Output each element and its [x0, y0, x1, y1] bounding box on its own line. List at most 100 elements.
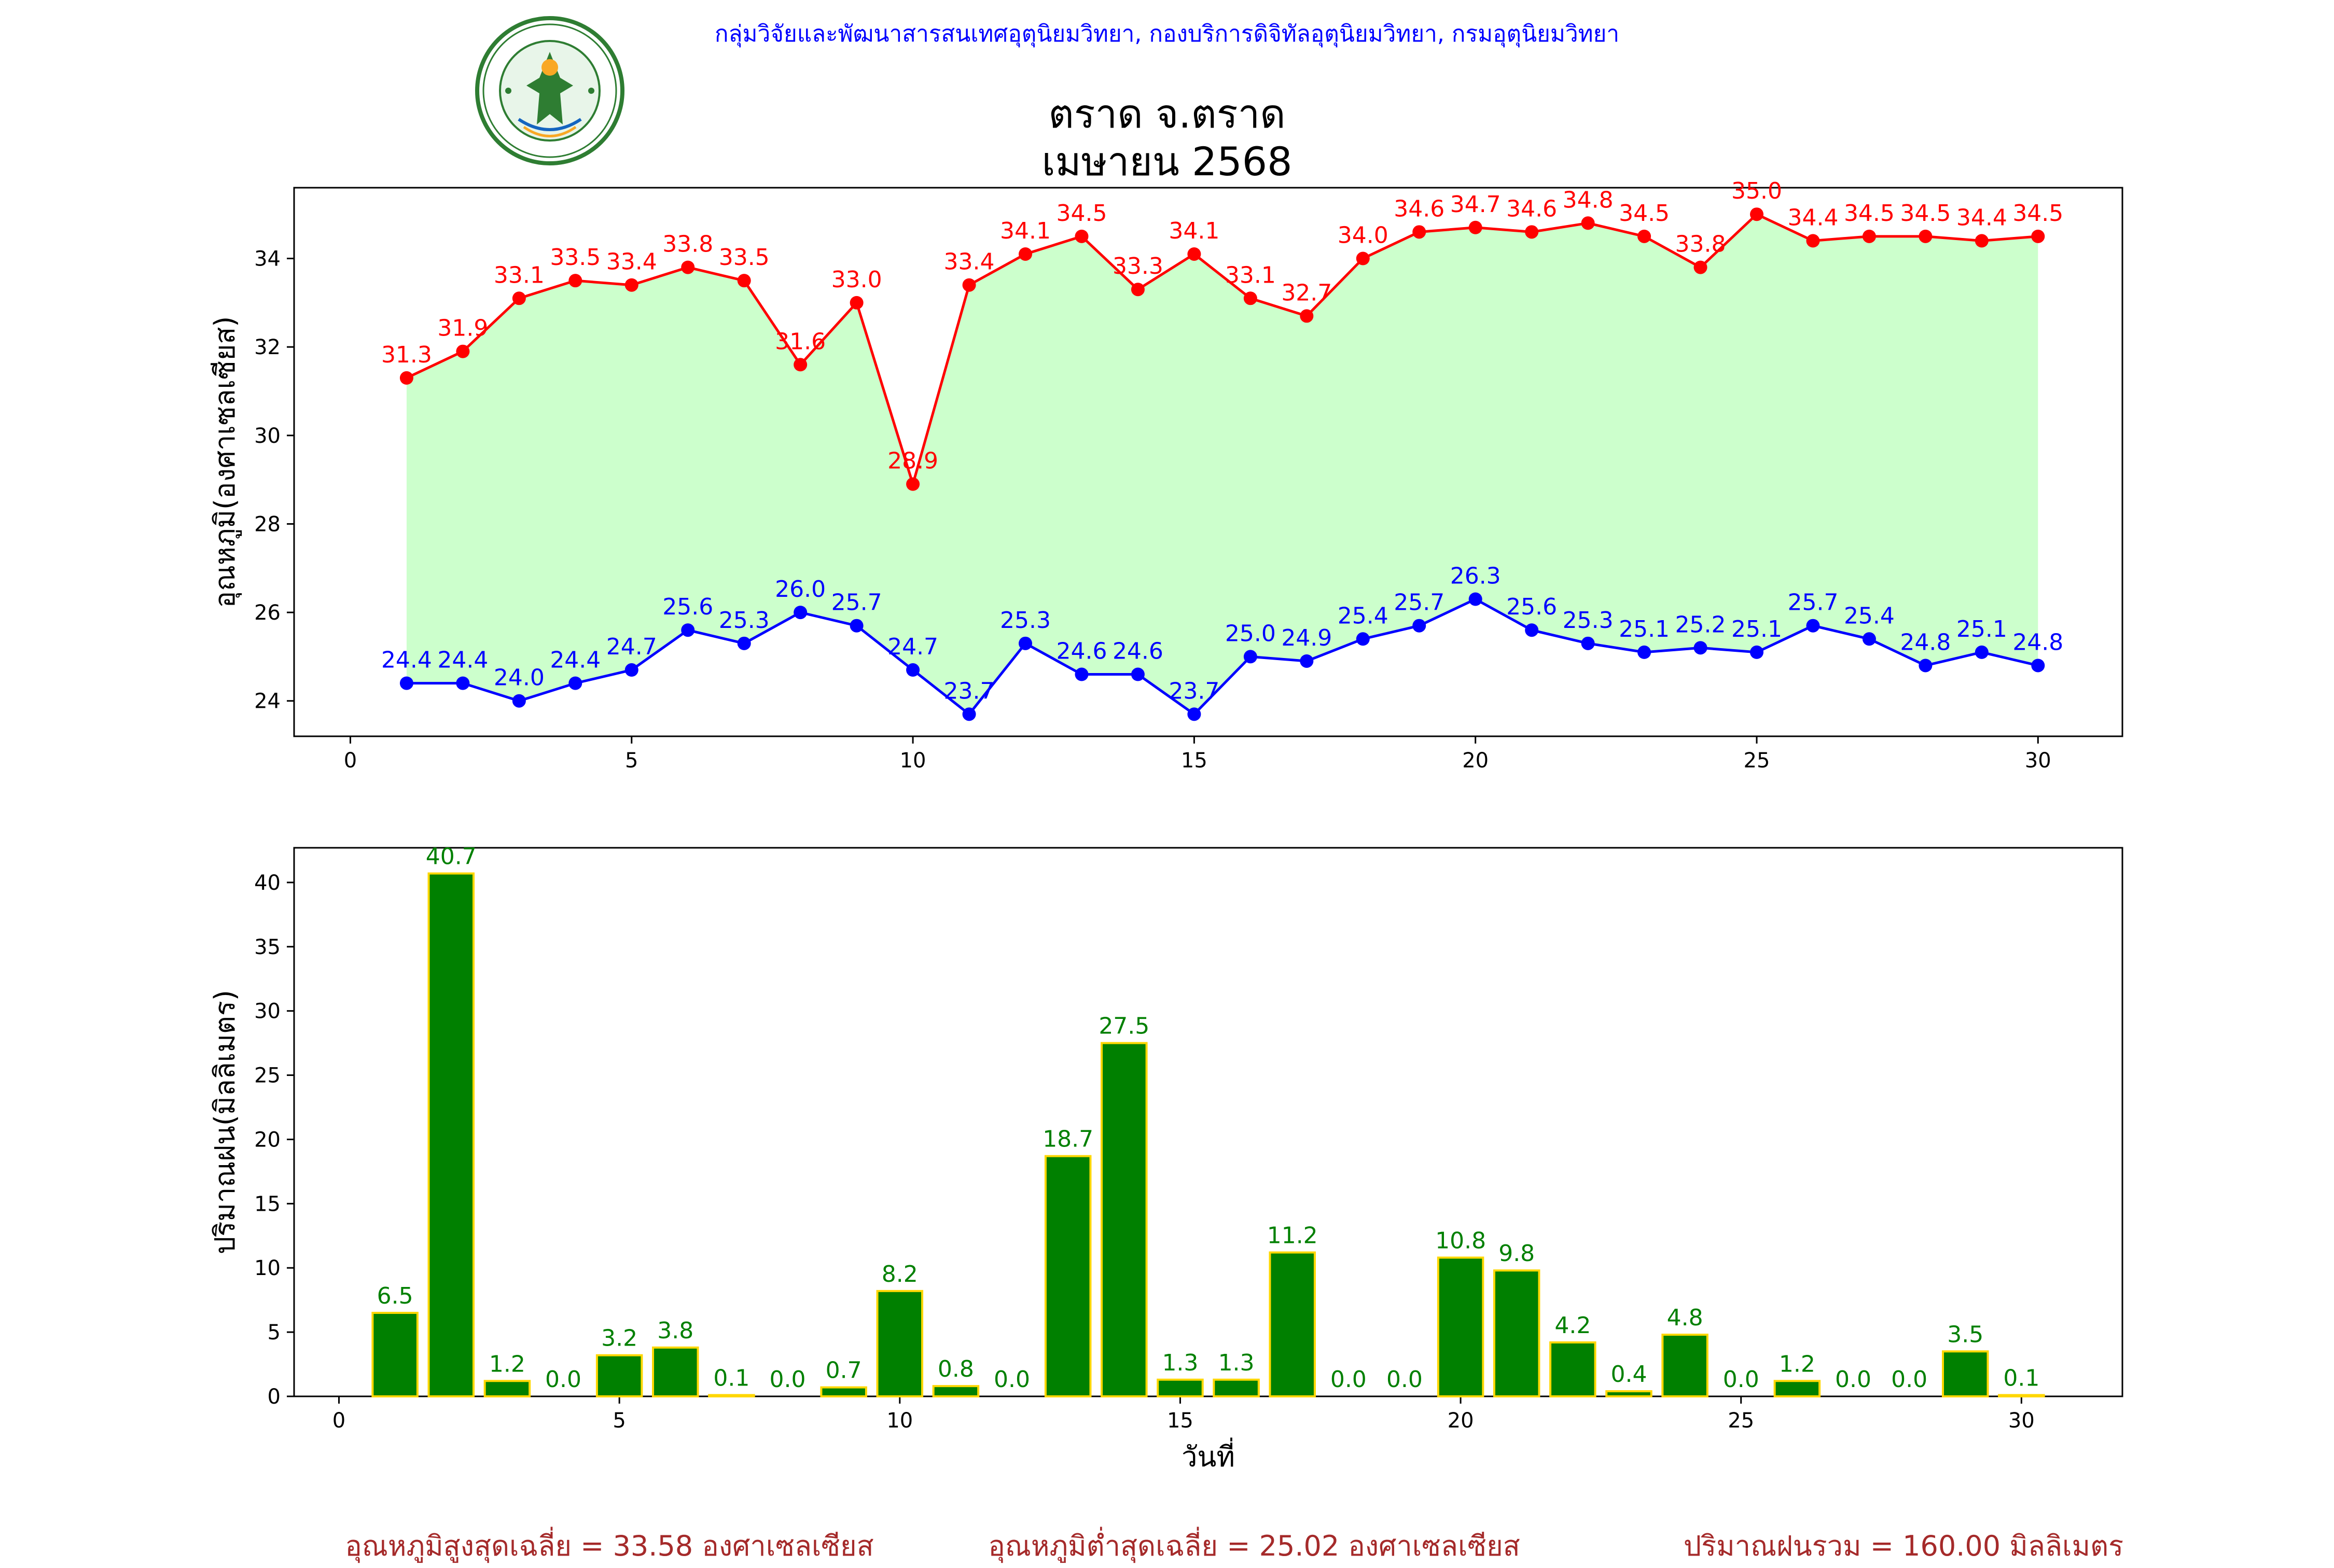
min-temp-point [1075, 667, 1089, 681]
min-temp-data-label: 25.2 [1675, 611, 1726, 638]
rainfall-data-label: 0.0 [545, 1366, 581, 1393]
min-temp-point [1187, 707, 1201, 721]
min-temp-point [681, 623, 695, 637]
rainfall-data-label: 0.0 [1891, 1366, 1927, 1393]
avg-min-temp-stat: อุณหภูมิต่ำสุดเฉลี่ย = 25.02 องศาเซลเซีย… [988, 1530, 1520, 1562]
rainfall-data-label: 1.2 [489, 1351, 525, 1377]
max-temp-point [1356, 251, 1370, 265]
rainfall-data-label: 3.8 [657, 1318, 693, 1344]
min-temp-point [1806, 619, 1820, 633]
min-temp-data-label: 23.7 [1169, 678, 1219, 704]
max-temp-data-label: 33.1 [494, 262, 545, 288]
temp-x-tick-label: 10 [900, 749, 926, 773]
rain-x-tick-label: 0 [332, 1409, 345, 1433]
max-temp-data-label: 34.6 [1394, 195, 1444, 222]
max-temp-point [1468, 220, 1482, 234]
max-temp-data-label: 34.7 [1450, 191, 1501, 218]
max-temp-data-label: 31.6 [775, 328, 826, 355]
max-temp-point [850, 296, 864, 310]
rain-x-tick-label: 20 [1448, 1409, 1474, 1433]
min-temp-point [1975, 645, 1989, 659]
max-temp-data-label: 33.4 [606, 249, 657, 275]
temp-x-tick-label: 0 [344, 749, 357, 773]
max-temp-point [737, 274, 751, 288]
temperature-chart: 0 5 10 15 20 25 30 24 26 28 30 32 34 อุณหภูมิ(องศาเซล… [209, 178, 2123, 773]
rainfall-bar [1493, 1269, 1540, 1398]
max-temp-data-label: 33.0 [831, 267, 882, 293]
rainfall-bar [932, 1385, 980, 1397]
max-temp-point [1693, 260, 1707, 274]
rainfall-data-label: 1.3 [1218, 1350, 1255, 1376]
max-temp-point [1919, 229, 1933, 243]
min-temp-line [406, 597, 2038, 716]
temp-x-tick-label: 30 [2025, 749, 2051, 773]
avg-max-temp-stat: อุณหภูมิสูงสุดเฉลี่ย = 33.58 องศาเซลเซีย… [345, 1530, 874, 1562]
min-temp-point [737, 636, 751, 650]
max-temp-data-label: 34.5 [1056, 200, 1107, 227]
min-temp-point [1019, 636, 1032, 650]
min-temp-data-label: 25.4 [1338, 603, 1388, 629]
rain-y-tick-label: 0 [268, 1385, 281, 1409]
max-temp-point [1187, 247, 1201, 261]
rainfall-bar [876, 1290, 924, 1398]
min-temp-data-label: 24.4 [437, 647, 488, 674]
max-temp-data-label: 33.5 [719, 244, 770, 271]
rain-y-axis-label: ปริมาณฝน(มิลลิเมตร) [209, 990, 241, 1254]
temperature-range-fill [406, 214, 2038, 715]
max-temp-point [1806, 234, 1820, 248]
min-temp-data-label: 25.3 [1563, 607, 1614, 634]
rainfall-data-label: 4.8 [1667, 1305, 1703, 1331]
temp-y-tick-label: 34 [254, 247, 281, 271]
max-temp-data-label: 34.0 [1338, 222, 1388, 249]
min-temp-point [1525, 623, 1539, 637]
rainfall-data-label: 0.7 [826, 1357, 862, 1384]
rainfall-bar [1101, 1042, 1148, 1397]
min-temp-data-label: 24.7 [887, 634, 938, 660]
rainfall-bar [1044, 1155, 1092, 1397]
rainfall-data-label: 4.2 [1554, 1312, 1591, 1339]
max-temp-data-label: 31.9 [437, 315, 488, 342]
temp-y-tick-label: 32 [254, 335, 281, 359]
rainfall-bar [1549, 1341, 1596, 1397]
max-temp-point [568, 274, 582, 288]
rainfall-data-label: 27.5 [1099, 1013, 1149, 1040]
min-temp-point [399, 676, 413, 690]
min-temp-point [1131, 667, 1145, 681]
rainfall-data-label: 3.2 [601, 1325, 637, 1352]
rainfall-bar [1661, 1334, 1708, 1397]
max-temp-data-label: 34.1 [1169, 218, 1219, 244]
max-temp-point [1300, 309, 1314, 323]
min-temp-data-label: 25.7 [831, 590, 882, 616]
rainfall-bar [1213, 1378, 1260, 1398]
rain-x-tick-label: 10 [886, 1409, 913, 1433]
temp-y-tick-label: 24 [254, 690, 281, 713]
rainfall-data-label: 0.0 [1723, 1366, 1759, 1393]
min-temp-data-label: 24.8 [2012, 629, 2063, 655]
min-temp-point [1919, 659, 1933, 673]
min-temp-data-label: 24.4 [550, 647, 601, 674]
rain-axes-frame [293, 847, 2123, 1397]
chart-title-station: ตราด จ.ตราด [1048, 91, 1286, 137]
max-temp-point [1075, 229, 1089, 243]
temp-y-axis-label: อุณหภูมิ(องศาเซลเซียส) [209, 316, 242, 608]
rain-y-tick-label: 40 [254, 871, 281, 895]
min-temp-data-label: 24.6 [1056, 638, 1107, 665]
temp-y-tick-label: 30 [254, 424, 281, 448]
rainfall-data-label: 0.4 [1610, 1361, 1647, 1388]
max-temp-point [1243, 291, 1257, 305]
temp-x-tick-label: 20 [1462, 749, 1489, 773]
min-temp-data-label: 25.6 [1506, 594, 1557, 620]
min-temp-point [850, 619, 864, 633]
min-temp-point [1581, 636, 1595, 650]
rainfall-data-label: 0.0 [994, 1366, 1030, 1393]
max-temp-data-label: 35.0 [1731, 178, 1782, 204]
rainfall-bar [1269, 1251, 1316, 1397]
rain-y-tick-label: 20 [254, 1128, 281, 1152]
min-temp-data-label: 25.1 [1956, 616, 2007, 642]
min-temp-data-label: 24.9 [1281, 625, 1332, 651]
min-temp-data-label: 23.7 [944, 678, 995, 704]
min-temp-data-label: 25.0 [1225, 620, 1276, 647]
rainfall-data-label: 8.2 [882, 1261, 918, 1287]
rainfall-data-label: 0.0 [1835, 1366, 1871, 1393]
